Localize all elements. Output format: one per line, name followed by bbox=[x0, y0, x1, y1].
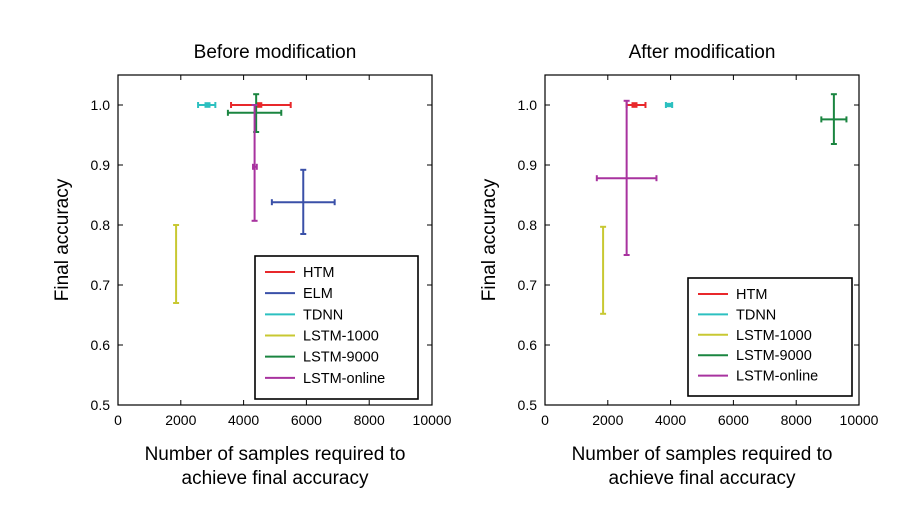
x-tick-label: 2000 bbox=[165, 412, 196, 428]
x-tick-label: 6000 bbox=[718, 412, 749, 428]
x-tick-label: 6000 bbox=[291, 412, 322, 428]
errorbar-tdnn bbox=[197, 102, 217, 108]
y-tick-label: 0.9 bbox=[518, 157, 538, 173]
errorbar-tdnn bbox=[664, 102, 674, 108]
y-axis-label: Final accuracy bbox=[52, 178, 73, 301]
y-axis-label: Final accuracy bbox=[479, 178, 500, 301]
legend-label: TDNN bbox=[736, 307, 776, 323]
x-axis-label-line-2: achieve final accuracy bbox=[182, 468, 369, 489]
legend: HTM TDNN LSTM-1000 LSTM-9000 LSTM-online bbox=[687, 277, 853, 397]
x-tick-label: 8000 bbox=[781, 412, 812, 428]
plot-frame bbox=[117, 74, 433, 406]
y-tick-label: 0.8 bbox=[91, 217, 111, 233]
legend-label: LSTM-1000 bbox=[736, 328, 812, 344]
legend-label: HTM bbox=[736, 287, 767, 303]
y-tick-label: 0.5 bbox=[91, 397, 111, 413]
y-tick-label: 0.6 bbox=[518, 337, 538, 353]
x-tick-label: 2000 bbox=[592, 412, 623, 428]
chart-title: Before modification bbox=[194, 42, 357, 63]
x-tick-label: 10000 bbox=[840, 412, 879, 428]
chart-panel-1: Before modification Final accuracy Number … bbox=[52, 42, 452, 489]
errorbar-lstm-online bbox=[251, 104, 258, 222]
y-tick-label: 0.5 bbox=[518, 397, 538, 413]
errorbar-lstm-online bbox=[595, 99, 658, 256]
plot-frame bbox=[544, 74, 860, 406]
legend-label: LSTM-9000 bbox=[303, 350, 379, 366]
x-axis-label-line-2: achieve final accuracy bbox=[609, 468, 796, 489]
legend-label: LSTM-9000 bbox=[736, 348, 812, 364]
errorbar-elm bbox=[270, 168, 336, 235]
y-tick-label: 0.8 bbox=[518, 217, 538, 233]
y-tick-label: 0.9 bbox=[91, 157, 111, 173]
y-tick-label: 0.7 bbox=[518, 277, 538, 293]
errorbar-lstm-1000 bbox=[600, 225, 607, 315]
errorbar-lstm-1000 bbox=[173, 224, 180, 304]
y-tick-label: 0.7 bbox=[91, 277, 111, 293]
legend-box bbox=[254, 255, 419, 400]
y-tick-label: 0.6 bbox=[91, 337, 111, 353]
legend-label: HTM bbox=[303, 265, 334, 281]
legend-label: TDNN bbox=[303, 307, 343, 323]
x-tick-label: 8000 bbox=[354, 412, 385, 428]
y-tick-label: 1.0 bbox=[91, 97, 111, 113]
x-axis-label-line-1: Number of samples required to bbox=[572, 444, 833, 465]
legend-label: ELM bbox=[303, 286, 333, 302]
y-tick-label: 1.0 bbox=[518, 97, 538, 113]
x-tick-label: 0 bbox=[541, 412, 549, 428]
errorbar-htm bbox=[230, 102, 292, 108]
x-tick-label: 0 bbox=[114, 412, 122, 428]
x-tick-label: 10000 bbox=[413, 412, 452, 428]
errorbar-htm bbox=[625, 102, 647, 108]
legend-label: LSTM-1000 bbox=[303, 329, 379, 345]
chart-panel-2: After modification Final accuracy Number o… bbox=[479, 42, 879, 489]
errorbar-lstm-9000 bbox=[820, 93, 848, 145]
x-tick-label: 4000 bbox=[228, 412, 259, 428]
chart-title: After modification bbox=[629, 42, 776, 63]
legend: HTM ELM TDNN LSTM-1000 LSTM-9000 LSTM-online bbox=[254, 255, 419, 400]
legend-label: LSTM-online bbox=[736, 369, 818, 385]
x-axis-label-line-1: Number of samples required to bbox=[145, 444, 406, 465]
x-tick-label: 4000 bbox=[655, 412, 686, 428]
legend-label: LSTM-online bbox=[303, 371, 385, 387]
